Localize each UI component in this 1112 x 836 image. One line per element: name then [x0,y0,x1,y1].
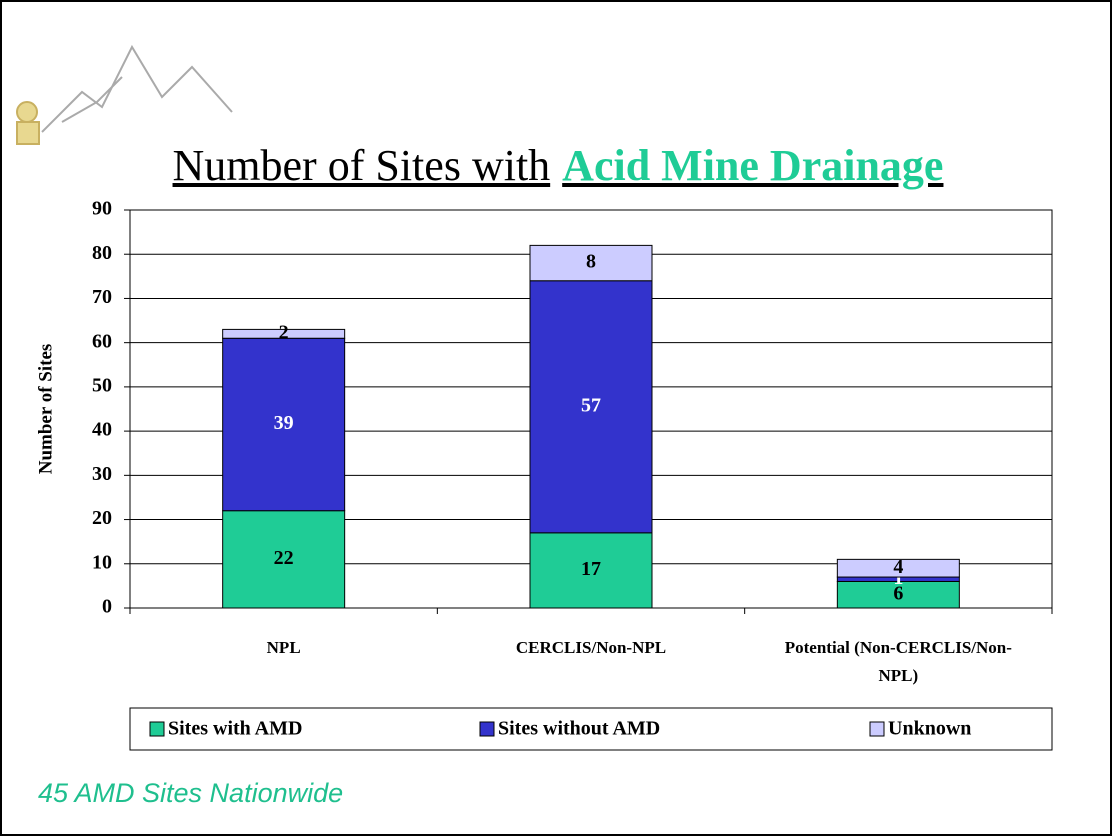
y-tick-label: 30 [92,463,112,485]
legend-swatch [479,721,495,737]
data-label: 8 [586,251,596,273]
title-highlight: Acid Mine Drainage [562,141,944,190]
data-label: 17 [581,558,601,580]
bar-segment [529,280,653,534]
y-tick-label: 70 [92,286,112,308]
x-tick-label: Potential (Non-CERCLIS/Non-NPL) [784,638,1012,685]
annotation: 45 AMD Sites Nationwide [38,778,344,808]
bar-segment [529,532,653,609]
y-tick-label: 90 [92,198,112,220]
title-text: Number of Sites with [172,141,551,190]
logo [16,44,233,145]
y-tick-label: 20 [92,507,112,529]
legend-label: Sites with AMD [168,718,302,740]
legend-label: Unknown [888,718,971,740]
legend-label: Sites without AMD [498,718,660,740]
bar-segment [836,558,960,578]
data-label: 39 [274,412,294,434]
legend-swatch [869,721,885,737]
y-tick-label: 50 [92,374,112,396]
legend-box [129,707,1053,751]
y-tick-label: 0 [102,596,112,618]
x-tick-label: CERCLIS/Non-NPL [515,638,667,657]
y-axis-label: Number of Sites [35,344,56,475]
bar-segment [529,244,653,282]
legend-swatch [149,721,165,737]
title: Number of Sites with Acid Mine Drainage [2,140,1112,191]
data-label: 57 [581,394,601,416]
data-label: 2 [279,321,289,343]
data-label: 1 [893,567,903,589]
x-tick-label: NPL [266,638,301,657]
bar-segment [222,328,346,339]
bar-segment [222,510,346,609]
bar-segment [222,337,346,512]
data-label: 4 [893,556,903,578]
bar-segment [836,580,960,609]
y-tick-label: 40 [92,419,112,441]
data-label: 22 [274,547,294,569]
data-label: 6 [893,582,903,604]
y-tick-label: 10 [92,551,112,573]
y-tick-label: 80 [92,242,112,264]
y-tick-label: 60 [92,330,112,352]
